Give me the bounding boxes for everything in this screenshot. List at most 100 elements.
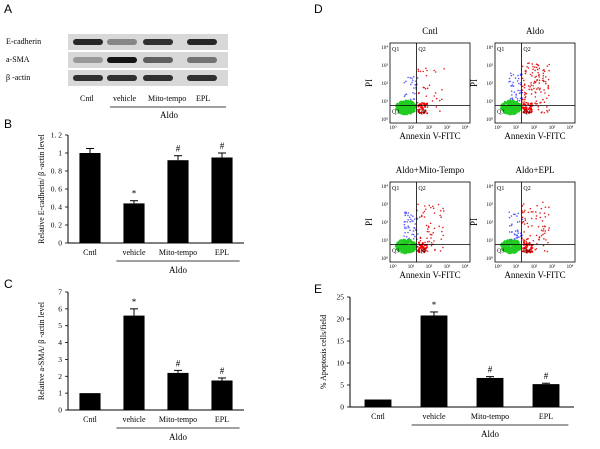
flow-dot-apoptotic xyxy=(522,203,525,205)
flow-dot-early xyxy=(422,102,425,105)
flow-dot-necrotic xyxy=(405,211,407,213)
flow-dot-necrotic xyxy=(518,99,521,102)
flow-dot-necrotic xyxy=(414,84,417,86)
flow-dot-necrotic xyxy=(409,77,412,79)
flow-dot-apoptotic xyxy=(527,211,530,214)
flow-dot-necrotic xyxy=(410,214,412,216)
flow-dot-live xyxy=(398,242,402,245)
flow-dot-apoptotic xyxy=(534,248,536,251)
flow-y-tick: 10⁰ xyxy=(381,256,388,262)
flow-dot-early xyxy=(419,106,422,109)
flow-dot-live xyxy=(398,110,401,113)
flow-dot-apoptotic xyxy=(428,84,431,87)
flow-dot-early xyxy=(421,245,424,248)
flow-dot-apoptotic xyxy=(426,228,429,230)
western-blot: E-cadherin a-SMA β -actin Cntl vehicle M… xyxy=(6,34,228,120)
flow-dot-live xyxy=(509,112,512,116)
category-label: vehicle xyxy=(122,415,146,424)
flow-dot-apoptotic xyxy=(434,71,437,73)
flow-dot-apoptotic xyxy=(417,203,419,206)
flow-dot-apoptotic xyxy=(533,66,536,68)
flow-dot-apoptotic xyxy=(433,240,435,242)
flow-dot-apoptotic xyxy=(523,98,526,101)
panel-label-b: B xyxy=(4,117,12,131)
flow-dot-apoptotic xyxy=(546,250,549,253)
flow-dot-necrotic xyxy=(403,221,406,223)
flow-dot-necrotic xyxy=(515,96,517,98)
flow-x-tick: 10⁰ xyxy=(494,125,501,131)
flow-dot-necrotic xyxy=(521,218,524,221)
flow-dot-apoptotic xyxy=(542,201,544,204)
flow-dot-necrotic xyxy=(404,226,406,228)
quadrant-label: Q4 xyxy=(418,248,425,254)
flow-dot-early xyxy=(423,251,426,254)
flow-dot-apoptotic xyxy=(535,100,538,102)
flow-dot-apoptotic xyxy=(535,66,538,69)
flow-dot-apoptotic xyxy=(538,82,541,84)
y-tick-label: 0. 4 xyxy=(51,203,63,212)
flow-x-tick: 10³ xyxy=(444,264,451,270)
flow-dot-apoptotic xyxy=(542,77,544,79)
flow-dot-apoptotic xyxy=(542,74,545,77)
flow-dot-apoptotic xyxy=(548,63,551,66)
flow-dot-necrotic xyxy=(508,231,511,233)
significance-marker: # xyxy=(488,365,493,375)
flow-dot-early xyxy=(530,248,533,251)
flow-dot-early xyxy=(528,242,531,245)
flow-y-tick: 10² xyxy=(487,220,494,226)
significance-marker: # xyxy=(176,358,181,368)
flow-dot-necrotic xyxy=(409,229,411,231)
flow-dot-apoptotic xyxy=(438,99,441,102)
flow-dot-apoptotic xyxy=(542,72,545,75)
significance-marker: * xyxy=(132,189,137,199)
y-tick-label: 0 xyxy=(58,239,62,248)
flow-dot-necrotic xyxy=(508,225,511,227)
band-asma-lane-2 xyxy=(107,57,137,63)
y-tick-label: 0 xyxy=(340,403,344,412)
flow-dot-apoptotic xyxy=(523,239,526,242)
flow-dot-necrotic xyxy=(508,77,511,80)
flow-dot-necrotic xyxy=(404,94,407,96)
flow-dot-apoptotic xyxy=(548,94,550,97)
flow-dot-early xyxy=(424,249,427,252)
flow-dot-apoptotic xyxy=(533,80,536,83)
flow-dot-live xyxy=(505,107,509,111)
flow-dot-live xyxy=(402,102,405,106)
flow-dot-apoptotic xyxy=(536,79,538,82)
quadrant-label: Q3 xyxy=(392,248,399,254)
flow-dot-apoptotic xyxy=(527,225,530,228)
flow-dot-apoptotic xyxy=(535,217,537,220)
flow-dot-early xyxy=(527,108,530,111)
band-asma-lane-4 xyxy=(187,57,217,63)
flow-dot-apoptotic xyxy=(433,212,436,214)
flow-dot-live xyxy=(400,102,403,106)
flow-dot-apoptotic xyxy=(442,246,444,249)
flow-dot-early xyxy=(422,112,425,115)
flow-dot-apoptotic xyxy=(536,68,539,71)
y-tick-label: 15 xyxy=(337,337,345,346)
quadrant-label: Q3 xyxy=(392,109,399,115)
flow-dot-apoptotic xyxy=(546,65,549,67)
flow-dot-live xyxy=(399,249,402,252)
flow-dot-apoptotic xyxy=(428,204,431,207)
flow-dot-apoptotic xyxy=(543,250,546,252)
flow-dot-necrotic xyxy=(516,80,519,82)
flow-dot-necrotic xyxy=(404,214,407,217)
flow-dot-apoptotic xyxy=(524,97,526,99)
flow-dot-necrotic xyxy=(512,85,515,88)
flow-dot-apoptotic xyxy=(548,109,550,111)
flow-dot-apoptotic xyxy=(548,69,550,72)
flow-dot-apoptotic xyxy=(426,69,428,72)
flow-dot-apoptotic xyxy=(419,239,422,242)
flow-dot-necrotic xyxy=(403,95,406,98)
flow-dot-apoptotic xyxy=(527,67,530,69)
flow-x-label: Annexin V-FITC xyxy=(399,270,460,280)
flow-dot-live xyxy=(515,240,518,243)
flow-dot-apoptotic xyxy=(435,106,438,108)
flow-dot-apoptotic xyxy=(547,213,550,216)
flow-dot-apoptotic xyxy=(533,87,535,90)
flow-y-tick: 10⁴ xyxy=(486,184,493,190)
flow-dot-necrotic xyxy=(405,227,408,229)
